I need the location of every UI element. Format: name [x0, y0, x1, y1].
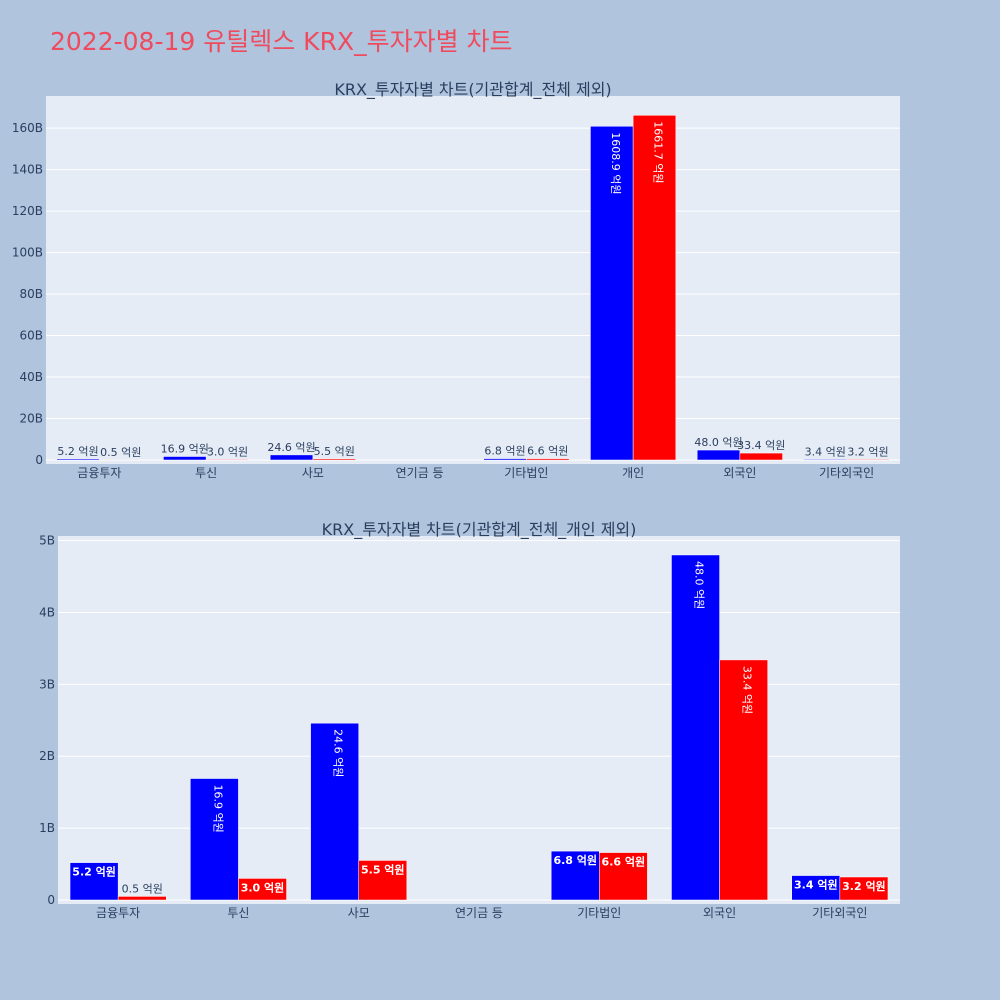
bar	[163, 456, 207, 461]
bar-label: 3.0 억원	[241, 880, 285, 894]
bar	[846, 459, 890, 461]
bar-label: 6.6 억원	[602, 855, 646, 869]
bar-label: 5.5 억원	[361, 862, 405, 876]
bar-label: 5.2 억원	[57, 445, 98, 458]
bar	[269, 454, 314, 461]
bar	[590, 126, 634, 461]
bar-label: 3.2 억원	[847, 445, 888, 458]
bar-label: 3.4 억원	[805, 445, 846, 458]
x-tick-label: 금융투자	[77, 466, 121, 480]
plot-area	[58, 536, 900, 904]
y-tick-label: 2B	[39, 749, 55, 763]
x-tick-label: 기타외국인	[812, 906, 867, 920]
y-tick-label: 1B	[39, 821, 55, 835]
y-tick-label: 4B	[39, 605, 55, 619]
y-tick-label: 0	[35, 453, 43, 467]
x-tick-label: 기타법인	[504, 466, 548, 480]
bar	[719, 659, 768, 901]
bar	[190, 778, 239, 901]
bar	[739, 452, 783, 461]
bar	[599, 852, 648, 901]
bar-label: 3.2 억원	[842, 879, 886, 893]
bar-label: 6.6 억원	[527, 445, 568, 458]
x-tick-label: 사모	[302, 466, 324, 480]
bar-label: 48.0 억원	[693, 561, 706, 609]
x-tick-label: 투신	[227, 906, 249, 920]
bar-label: 1608.9 억원	[609, 132, 622, 194]
bar	[696, 449, 741, 461]
bar	[117, 896, 167, 901]
chart-2: 0 1B 2B 3B 4B 5B KRX_투자자별 차트(기관합계_전체_개인 제외) 금융투…	[39, 520, 900, 920]
bar-label: 33.4 억원	[737, 439, 785, 452]
x-tick-label: 사모	[348, 906, 370, 920]
y-tick-label: 40B	[19, 370, 43, 384]
y-tick-label: 0	[47, 893, 55, 907]
x-tick-label: 개인	[622, 466, 644, 480]
bar	[310, 722, 359, 901]
bar-label: 0.5 억원	[122, 882, 163, 895]
x-tick-label: 외국인	[703, 906, 736, 920]
chart-title: KRX_투자자별 차트(기관합계_전체 제외)	[334, 80, 611, 100]
y-tick-label: 5B	[39, 534, 55, 548]
chart-1: 0 20B 40B 60B 80B 100B 120B 140B 160B KRX_투자자별 차트…	[12, 80, 900, 480]
bar-label: 33.4 억원	[741, 666, 754, 714]
y-tick-label: 3B	[39, 677, 55, 691]
bar	[526, 458, 570, 461]
bar-label: 48.0 억원	[694, 436, 742, 449]
bar	[205, 459, 250, 461]
bar-label: 1661.7 억원	[651, 121, 664, 183]
bar	[56, 458, 100, 461]
x-tick-label: 기타외국인	[819, 466, 874, 480]
bar-label: 16.9 억원	[161, 442, 209, 455]
bar	[312, 458, 356, 461]
plot-area	[46, 96, 900, 464]
bar-label: 5.5 억원	[314, 445, 355, 458]
bar-label: 16.9 억원	[211, 785, 224, 833]
bar-label: 3.0 억원	[207, 445, 248, 458]
bar-label: 5.2 억원	[72, 865, 116, 879]
bar	[238, 878, 287, 901]
bar-label: 6.8 억원	[553, 853, 597, 867]
x-tick-label: 기타법인	[577, 906, 621, 920]
bar	[358, 860, 408, 901]
y-tick-label: 100B	[12, 246, 43, 260]
x-tick-label: 연기금 등	[455, 906, 503, 920]
bar-label: 0.5 억원	[100, 446, 141, 459]
bar	[791, 875, 841, 901]
y-tick-label: 160B	[12, 121, 43, 135]
chart-title: KRX_투자자별 차트(기관합계_전체_개인 제외)	[322, 520, 637, 540]
bar-label: 3.4 억원	[794, 878, 838, 892]
y-tick-label: 80B	[19, 287, 43, 301]
bar	[671, 554, 720, 901]
y-tick-label: 60B	[19, 329, 43, 343]
x-tick-label: 외국인	[723, 466, 756, 480]
y-tick-label: 120B	[12, 204, 43, 218]
y-tick-label: 140B	[12, 163, 43, 177]
bar-label: 24.6 억원	[267, 441, 315, 454]
bar	[839, 876, 889, 901]
x-tick-label: 연기금 등	[396, 466, 444, 480]
bar-label: 6.8 억원	[484, 445, 525, 458]
bar-label: 24.6 억원	[332, 729, 345, 777]
x-tick-label: 투신	[195, 466, 217, 480]
bar	[632, 115, 677, 461]
bar	[69, 862, 119, 901]
y-tick-label: 20B	[19, 412, 43, 426]
x-tick-label: 금융투자	[96, 906, 140, 920]
bar	[483, 458, 527, 461]
bar	[803, 459, 847, 461]
page-title: 2022-08-19 유틸렉스 KRX_투자자별 차트	[50, 27, 513, 56]
